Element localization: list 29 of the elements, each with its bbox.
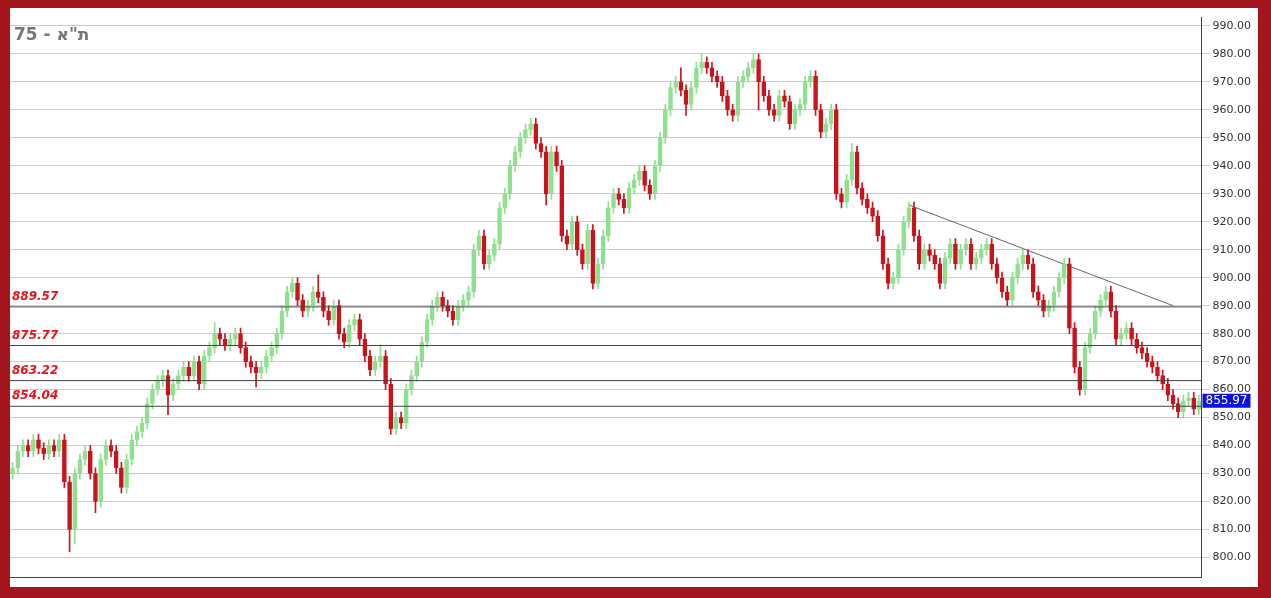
- y-tick-label: 900.00: [1212, 270, 1252, 284]
- candlestick: [233, 327, 238, 346]
- y-tick-label: 800.00: [1212, 550, 1252, 564]
- y-tick-label: 890.00: [1212, 298, 1252, 312]
- ref-line-label: 889.57: [12, 289, 59, 304]
- text: 855.97: [1205, 393, 1248, 407]
- y-tick-label: 950.00: [1212, 130, 1252, 144]
- y-tick-label: 990.00: [1212, 18, 1252, 32]
- y-tick-label: 810.00: [1212, 522, 1252, 536]
- y-tick-label: 970.00: [1212, 74, 1252, 88]
- y-tick-label: 910.00: [1212, 242, 1252, 256]
- y-tick-label: 960.00: [1212, 102, 1252, 116]
- y-tick-label: 870.00: [1212, 354, 1252, 368]
- y-tick-label: 860.00: [1212, 382, 1252, 396]
- candlestick: [927, 243, 932, 262]
- y-tick-label: 920.00: [1212, 214, 1252, 228]
- candlestick: [352, 313, 357, 332]
- y-tick-label: 940.00: [1212, 158, 1252, 172]
- y-tick-label: 930.00: [1212, 186, 1252, 200]
- ref-line-label: 854.04: [12, 388, 59, 403]
- ref-line-label: 863.22: [12, 362, 59, 377]
- y-tick-label: 980.00: [1212, 46, 1252, 60]
- y-tick-label: 840.00: [1212, 438, 1252, 452]
- y-tick-label: 820.00: [1212, 494, 1252, 508]
- y-tick-label: 850.00: [1212, 410, 1252, 424]
- y-tick-label: 880.00: [1212, 326, 1252, 340]
- y-tick-label: 830.00: [1212, 466, 1252, 480]
- chart-title: ת"א - 75: [14, 24, 90, 44]
- ref-line-label: 875.77: [12, 327, 59, 342]
